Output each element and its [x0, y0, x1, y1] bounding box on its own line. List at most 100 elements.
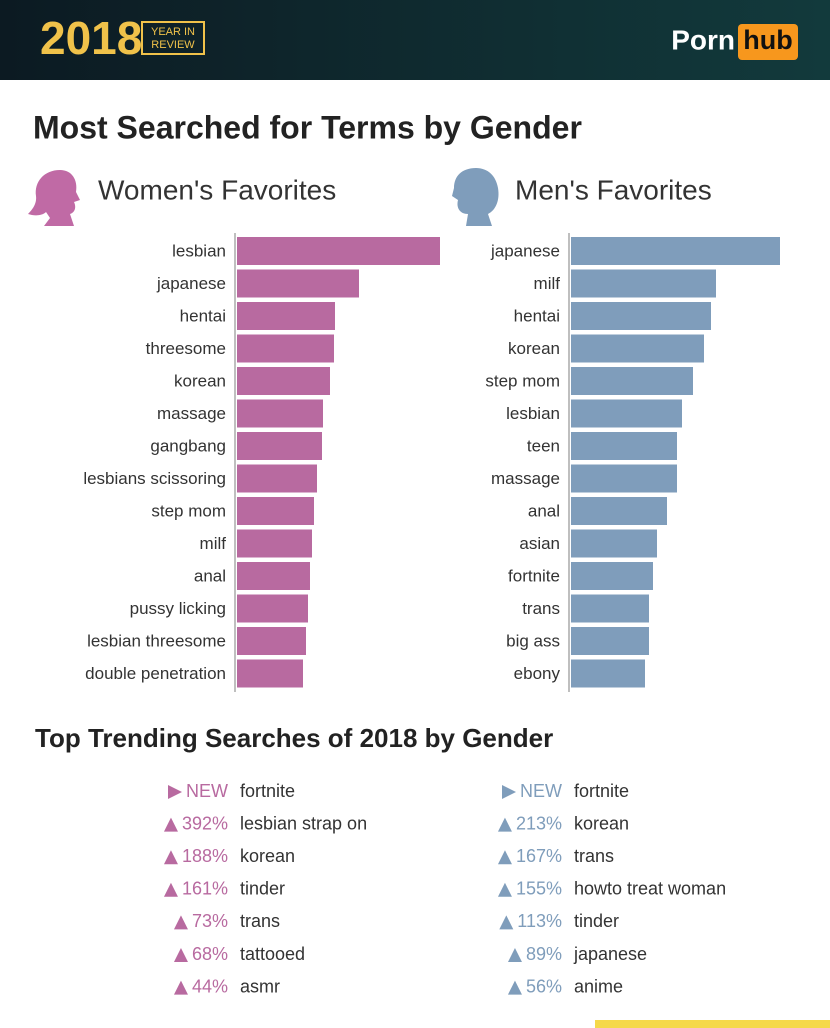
trend-change: 68% — [192, 944, 228, 964]
trend-term: fortnite — [240, 781, 295, 801]
bar — [237, 269, 359, 298]
badge-line: REVIEW — [151, 39, 195, 51]
trend-term: asmr — [240, 976, 280, 996]
bar — [237, 659, 303, 688]
cat: fortnite — [508, 566, 560, 585]
year: 2018 — [40, 12, 142, 64]
chart-title: Women's Favorites — [98, 174, 336, 205]
header-bar — [0, 0, 830, 80]
trend-term: korean — [574, 813, 629, 833]
trend-term: lesbian strap on — [240, 813, 367, 833]
cat: japanese — [490, 241, 560, 260]
trend-arrow — [168, 785, 182, 799]
brand-hub: hub — [743, 25, 792, 55]
trend-term: tinder — [574, 911, 619, 931]
cat: massage — [157, 404, 226, 423]
bar — [237, 237, 440, 265]
bar — [571, 562, 653, 590]
bar — [237, 627, 306, 655]
decor-stripe — [595, 1020, 830, 1028]
cat: pussy licking — [130, 599, 226, 618]
trend-arrow — [163, 850, 178, 865]
cat: big ass — [506, 631, 560, 650]
trend-change: 44% — [192, 976, 228, 996]
cat: ebony — [514, 664, 561, 683]
cat: milf — [200, 534, 227, 553]
bar — [237, 529, 312, 558]
bar — [237, 432, 322, 460]
cat: double penetration — [85, 664, 226, 683]
bar — [237, 399, 323, 428]
bar — [571, 432, 677, 460]
bar — [571, 334, 704, 363]
bar — [237, 497, 314, 525]
cat: hentai — [514, 306, 560, 325]
trending-title: Top Trending Searches of 2018 by Gender — [35, 723, 553, 753]
trend-change: 113% — [517, 911, 562, 931]
cat: korean — [508, 339, 560, 358]
bar — [237, 594, 308, 623]
bar — [571, 399, 682, 428]
cat: anal — [194, 566, 226, 585]
trend-term: trans — [574, 846, 614, 866]
bar — [237, 302, 335, 330]
trend-arrow — [502, 785, 516, 799]
trend-change: 155% — [516, 879, 562, 899]
cat: trans — [522, 599, 560, 618]
cat: korean — [174, 371, 226, 390]
bar — [237, 367, 330, 395]
bar — [571, 594, 649, 623]
trend-change: 392% — [182, 813, 228, 833]
trend-change: 56% — [526, 976, 562, 996]
trend-change: NEW — [520, 781, 562, 801]
trend-arrow — [497, 882, 512, 897]
trend-change: 167% — [516, 846, 562, 866]
trend-change: 73% — [192, 911, 228, 931]
cat: lesbians scissoring — [83, 469, 226, 488]
trend-arrow — [163, 817, 178, 832]
cat: japanese — [156, 274, 226, 293]
badge-line: YEAR IN — [151, 26, 195, 38]
chart-title: Men's Favorites — [515, 174, 712, 205]
trend-arrow — [497, 817, 512, 832]
cat: asian — [519, 534, 560, 553]
cat: hentai — [180, 306, 226, 325]
bar — [571, 627, 649, 655]
trend-arrow — [173, 915, 188, 930]
women-icon — [28, 170, 80, 226]
trend-change: 161% — [182, 879, 228, 899]
trend-arrow — [507, 980, 522, 995]
men-icon — [452, 168, 499, 226]
bar — [571, 269, 716, 298]
trend-term: howto treat woman — [574, 879, 726, 899]
bar — [571, 659, 645, 688]
cat: gangbang — [150, 436, 226, 455]
cat: milf — [534, 274, 561, 293]
bar — [571, 464, 677, 493]
cat: lesbian — [172, 241, 226, 260]
cat: step mom — [151, 501, 226, 520]
bar — [571, 237, 780, 265]
cat: threesome — [146, 339, 226, 358]
trend-term: anime — [574, 976, 623, 996]
trend-term: japanese — [573, 944, 647, 964]
bar — [237, 334, 334, 363]
brand-porn: Porn — [671, 24, 735, 55]
trend-term: fortnite — [574, 781, 629, 801]
cat: lesbian — [506, 404, 560, 423]
trend-arrow — [173, 948, 188, 962]
trend-arrow — [497, 850, 512, 865]
trend-change: 213% — [516, 813, 562, 833]
cat: lesbian threesome — [87, 631, 226, 650]
bar — [571, 367, 693, 395]
trend-change: NEW — [186, 781, 228, 801]
trend-term: tinder — [240, 879, 285, 899]
bar — [571, 302, 711, 330]
bar — [571, 529, 657, 558]
title: Most Searched for Terms by Gender — [33, 109, 582, 145]
trend-term: tattooed — [240, 944, 305, 964]
trend-change: 188% — [182, 846, 228, 866]
cat: step mom — [485, 371, 560, 390]
trend-arrow — [173, 980, 188, 995]
